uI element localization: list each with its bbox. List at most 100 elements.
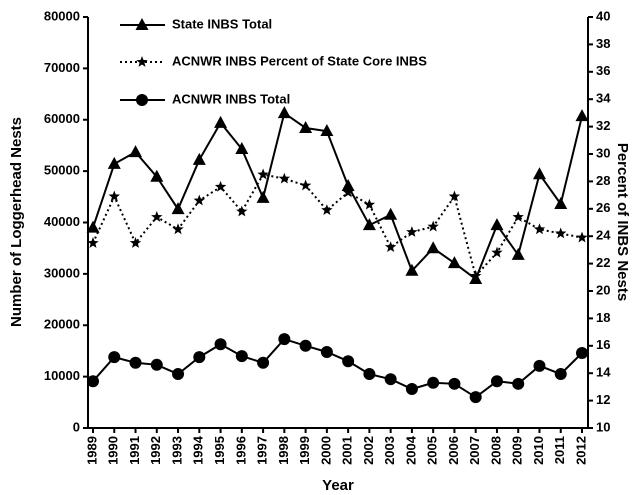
marker-circle bbox=[235, 350, 248, 363]
marker-triangle bbox=[214, 115, 228, 128]
y2-tick-label: 20 bbox=[596, 282, 610, 297]
y-tick-label: 50000 bbox=[44, 163, 80, 178]
marker-triangle bbox=[532, 167, 546, 180]
x-tick-label: 1995 bbox=[212, 436, 227, 465]
x-axis-title: Year bbox=[322, 477, 354, 494]
marker-circle bbox=[512, 377, 525, 390]
marker-circle bbox=[320, 345, 333, 358]
y2-tick-label: 24 bbox=[596, 228, 611, 243]
marker-triangle bbox=[511, 247, 525, 260]
marker-circle bbox=[108, 351, 121, 364]
x-tick-label: 2004 bbox=[403, 435, 418, 465]
series-line bbox=[92, 173, 583, 278]
marker-star bbox=[278, 172, 291, 184]
y2-tick-label: 38 bbox=[596, 36, 610, 51]
y-tick-label: 10000 bbox=[44, 368, 80, 383]
marker-circle bbox=[427, 376, 440, 389]
marker-star bbox=[576, 231, 588, 243]
y2-tick-label: 36 bbox=[596, 63, 610, 78]
marker-star bbox=[193, 194, 205, 206]
legend-marker bbox=[135, 18, 149, 30]
legend-label: ACNWR INBS Total bbox=[172, 91, 290, 106]
marker-triangle bbox=[341, 179, 355, 192]
y2-tick-label: 28 bbox=[596, 173, 610, 188]
marker-star bbox=[236, 205, 248, 217]
marker-star bbox=[129, 237, 142, 248]
marker-triangle bbox=[86, 220, 100, 233]
y-tick-label: 40000 bbox=[44, 214, 80, 229]
x-tick-label: 2009 bbox=[510, 436, 525, 465]
marker-circle bbox=[214, 338, 227, 351]
y-axis-title: Number of Loggerhead Nests bbox=[8, 117, 25, 327]
marker-circle bbox=[405, 382, 418, 395]
marker-triangle bbox=[554, 197, 568, 210]
marker-star bbox=[87, 237, 99, 248]
marker-star bbox=[555, 227, 567, 239]
marker-triangle bbox=[235, 142, 249, 155]
marker-star bbox=[491, 246, 503, 258]
y2-tick-label: 12 bbox=[596, 392, 610, 407]
marker-triangle bbox=[575, 109, 589, 122]
y2-tick-label: 22 bbox=[596, 255, 610, 270]
x-tick-label: 2003 bbox=[382, 436, 397, 465]
marker-triangle bbox=[447, 256, 461, 269]
x-tick-label: 1998 bbox=[276, 436, 291, 465]
marker-triangle bbox=[171, 202, 185, 215]
x-tick-label: 1997 bbox=[255, 436, 270, 465]
x-tick-label: 1993 bbox=[169, 436, 184, 465]
y2-axis-title: Percent of INBS Nests bbox=[614, 143, 631, 301]
y2-tick-label: 26 bbox=[596, 200, 610, 215]
y2-tick-label: 16 bbox=[596, 337, 610, 352]
y-tick-label: 80000 bbox=[44, 8, 80, 23]
marker-star bbox=[533, 223, 546, 235]
marker-star bbox=[406, 226, 418, 237]
y2-tick-label: 32 bbox=[596, 118, 610, 133]
y2-tick-label: 18 bbox=[596, 310, 610, 325]
y-tick-label: 60000 bbox=[44, 111, 80, 126]
x-tick-label: 1994 bbox=[191, 435, 206, 465]
x-tick-label: 2000 bbox=[318, 436, 333, 465]
x-tick-label: 2005 bbox=[425, 436, 440, 465]
x-tick-label: 2006 bbox=[446, 436, 461, 465]
marker-circle bbox=[554, 368, 567, 381]
legend-label: State INBS Total bbox=[172, 16, 272, 31]
marker-triangle bbox=[192, 152, 206, 165]
x-tick-label: 1991 bbox=[127, 436, 142, 465]
x-tick-label: 1989 bbox=[84, 436, 99, 465]
series-line bbox=[92, 111, 583, 281]
marker-triangle bbox=[490, 218, 504, 231]
marker-triangle bbox=[129, 145, 143, 158]
marker-triangle bbox=[107, 156, 121, 169]
marker-circle bbox=[363, 368, 376, 381]
marker-circle bbox=[384, 373, 397, 386]
marker-star bbox=[151, 211, 163, 222]
marker-circle bbox=[150, 358, 163, 371]
marker-circle bbox=[257, 356, 270, 369]
marker-triangle bbox=[362, 218, 376, 231]
marker-circle bbox=[576, 346, 588, 359]
marker-star bbox=[257, 168, 269, 180]
y-tick-label: 20000 bbox=[44, 317, 80, 332]
y-tick-label: 30000 bbox=[44, 265, 80, 280]
marker-star bbox=[384, 241, 397, 252]
y-tick-label: 0 bbox=[73, 419, 80, 434]
marker-circle bbox=[342, 355, 355, 368]
x-tick-label: 2001 bbox=[340, 436, 355, 465]
x-tick-label: 2007 bbox=[467, 436, 482, 465]
marker-circle bbox=[193, 351, 206, 364]
x-tick-label: 1999 bbox=[297, 436, 312, 465]
marker-circle bbox=[129, 356, 142, 369]
marker-triangle bbox=[150, 169, 164, 182]
marker-circle bbox=[490, 375, 503, 388]
y-tick-label: 70000 bbox=[44, 60, 80, 75]
y2-tick-label: 40 bbox=[596, 8, 610, 23]
x-tick-label: 2008 bbox=[488, 436, 503, 465]
marker-triangle bbox=[299, 120, 313, 133]
marker-triangle bbox=[405, 263, 419, 276]
marker-star bbox=[299, 179, 312, 191]
marker-star bbox=[214, 180, 227, 192]
marker-star bbox=[172, 223, 184, 235]
marker-circle bbox=[533, 359, 546, 372]
marker-star bbox=[342, 186, 354, 198]
